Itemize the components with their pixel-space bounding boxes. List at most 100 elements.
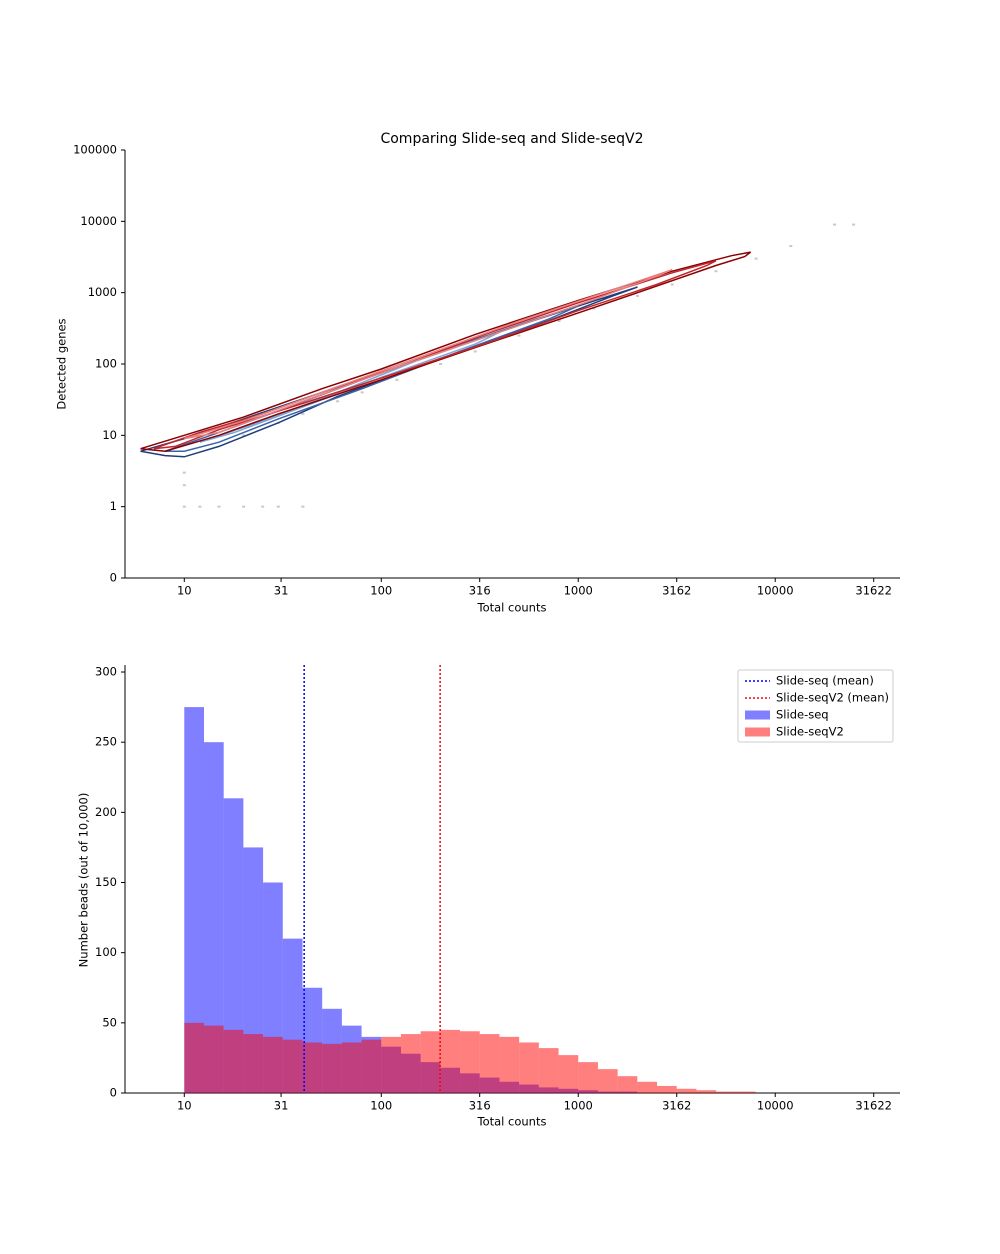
legend: Slide-seq (mean) Slide-seqV2 (mean) Slide-… [737, 669, 894, 743]
histogram-bar [381, 1036, 401, 1093]
scatter-point [301, 412, 305, 415]
scatter-point [833, 223, 837, 226]
histogram-bar [243, 1034, 264, 1093]
scatter-point [754, 257, 758, 260]
histogram-bar [676, 1088, 697, 1093]
x-tick-label: 316 [469, 584, 491, 598]
histogram-bar [203, 742, 224, 1093]
x-tick-label: 100 [370, 584, 392, 598]
legend-swatch [745, 710, 770, 720]
histogram-bar [538, 1048, 559, 1093]
legend-label: Slide-seqV2 [776, 725, 844, 739]
histogram-bar [361, 1039, 382, 1093]
y-tick-label: 100000 [73, 143, 117, 157]
histogram-bar [341, 1042, 362, 1093]
y-tick-label: 10000 [80, 214, 117, 228]
scatter-point [592, 307, 596, 310]
x-tick-label: 31 [274, 584, 289, 598]
y-tick-label: 10 [102, 428, 117, 442]
x-tick-label: 10000 [757, 584, 794, 598]
x-tick-label: 31622 [855, 1099, 892, 1113]
scatter-point [852, 223, 856, 226]
scatter-point [217, 505, 221, 508]
x-tick-label: 3162 [662, 584, 691, 598]
x-tick-label: 31622 [855, 584, 892, 598]
scatter-point [557, 320, 561, 323]
y-tick-label: 0 [110, 571, 117, 585]
x-tick-label: 100 [370, 1099, 392, 1113]
histogram-bar [735, 1091, 756, 1093]
contour-line [140, 251, 752, 452]
x-tick-label: 3162 [662, 1099, 691, 1113]
histogram-bar [440, 1029, 461, 1093]
scatter-point [439, 363, 443, 365]
histogram-bar [460, 1031, 480, 1093]
legend-label: Slide-seqV2 (mean) [776, 691, 889, 705]
histogram-bar [184, 1022, 204, 1093]
y-tick-label: 50 [102, 1015, 117, 1029]
scatter-point [242, 505, 246, 508]
histogram-bar [223, 798, 244, 1093]
scatter-point [395, 378, 399, 381]
x-tick-label: 10 [177, 584, 192, 598]
legend-label: Slide-seq (mean) [776, 674, 874, 688]
histogram-bar [184, 707, 204, 1093]
plot-area [184, 665, 756, 1093]
y-tick-label: 1 [110, 499, 117, 513]
y-tick-label: 1000 [88, 285, 117, 299]
scatter-point [182, 484, 186, 487]
scatter-point [198, 505, 202, 508]
x-tick-label: 10 [177, 1099, 192, 1113]
legend-swatch [745, 727, 770, 737]
scatter-point [789, 245, 793, 248]
scatter-point [182, 505, 186, 508]
x-tick-label: 31 [274, 1099, 289, 1113]
y-tick-label: 250 [95, 735, 117, 749]
y-tick-label: 200 [95, 805, 117, 819]
scatter-point [182, 471, 186, 474]
legend-label: Slide-seq [776, 708, 829, 722]
x-axis-label: Total counts [477, 1115, 547, 1129]
y-axis-label: Number beads (out of 10,000) [77, 793, 91, 968]
scatter-point [242, 434, 246, 437]
histogram-bar [223, 1029, 244, 1093]
scatter-point [261, 505, 265, 508]
y-tick-label: 100 [95, 357, 117, 371]
histogram-bar [282, 1039, 303, 1093]
y-tick-label: 100 [95, 945, 117, 959]
x-tick-label: 1000 [564, 1099, 593, 1113]
x-tick-label: 1000 [564, 584, 593, 598]
scatter-point [636, 294, 640, 297]
x-tick-label: 316 [469, 1099, 491, 1113]
scatter-point [473, 350, 477, 353]
legend-frame [737, 669, 894, 743]
x-tick-label: 10000 [757, 1099, 794, 1113]
y-axis-label: Detected genes [55, 318, 69, 409]
scatter-point [336, 400, 340, 403]
histogram-bar [519, 1042, 539, 1093]
histogram-bar [322, 1043, 342, 1093]
scatter-point [360, 391, 364, 394]
histogram-bar [578, 1062, 598, 1093]
histogram-bar [696, 1090, 717, 1093]
scatter-point [301, 505, 305, 508]
scatter-point [517, 334, 521, 337]
histogram-bar [716, 1091, 736, 1093]
histogram-bar [499, 1036, 520, 1093]
x-axis-label: Total counts [477, 601, 547, 615]
scatter-point [714, 270, 718, 273]
scatter-point [670, 283, 674, 286]
histogram-bar [657, 1085, 677, 1093]
y-tick-label: 150 [95, 875, 117, 889]
y-tick-label: 0 [110, 1086, 117, 1100]
histogram-bar [597, 1069, 618, 1093]
histogram-bar [479, 1034, 500, 1093]
histogram-bar [302, 1042, 323, 1093]
histogram-bar [243, 847, 264, 1093]
histogram-bar [420, 1031, 441, 1093]
histogram-bar [558, 1055, 579, 1093]
scatter-point [276, 505, 280, 508]
contour-line [184, 268, 673, 440]
